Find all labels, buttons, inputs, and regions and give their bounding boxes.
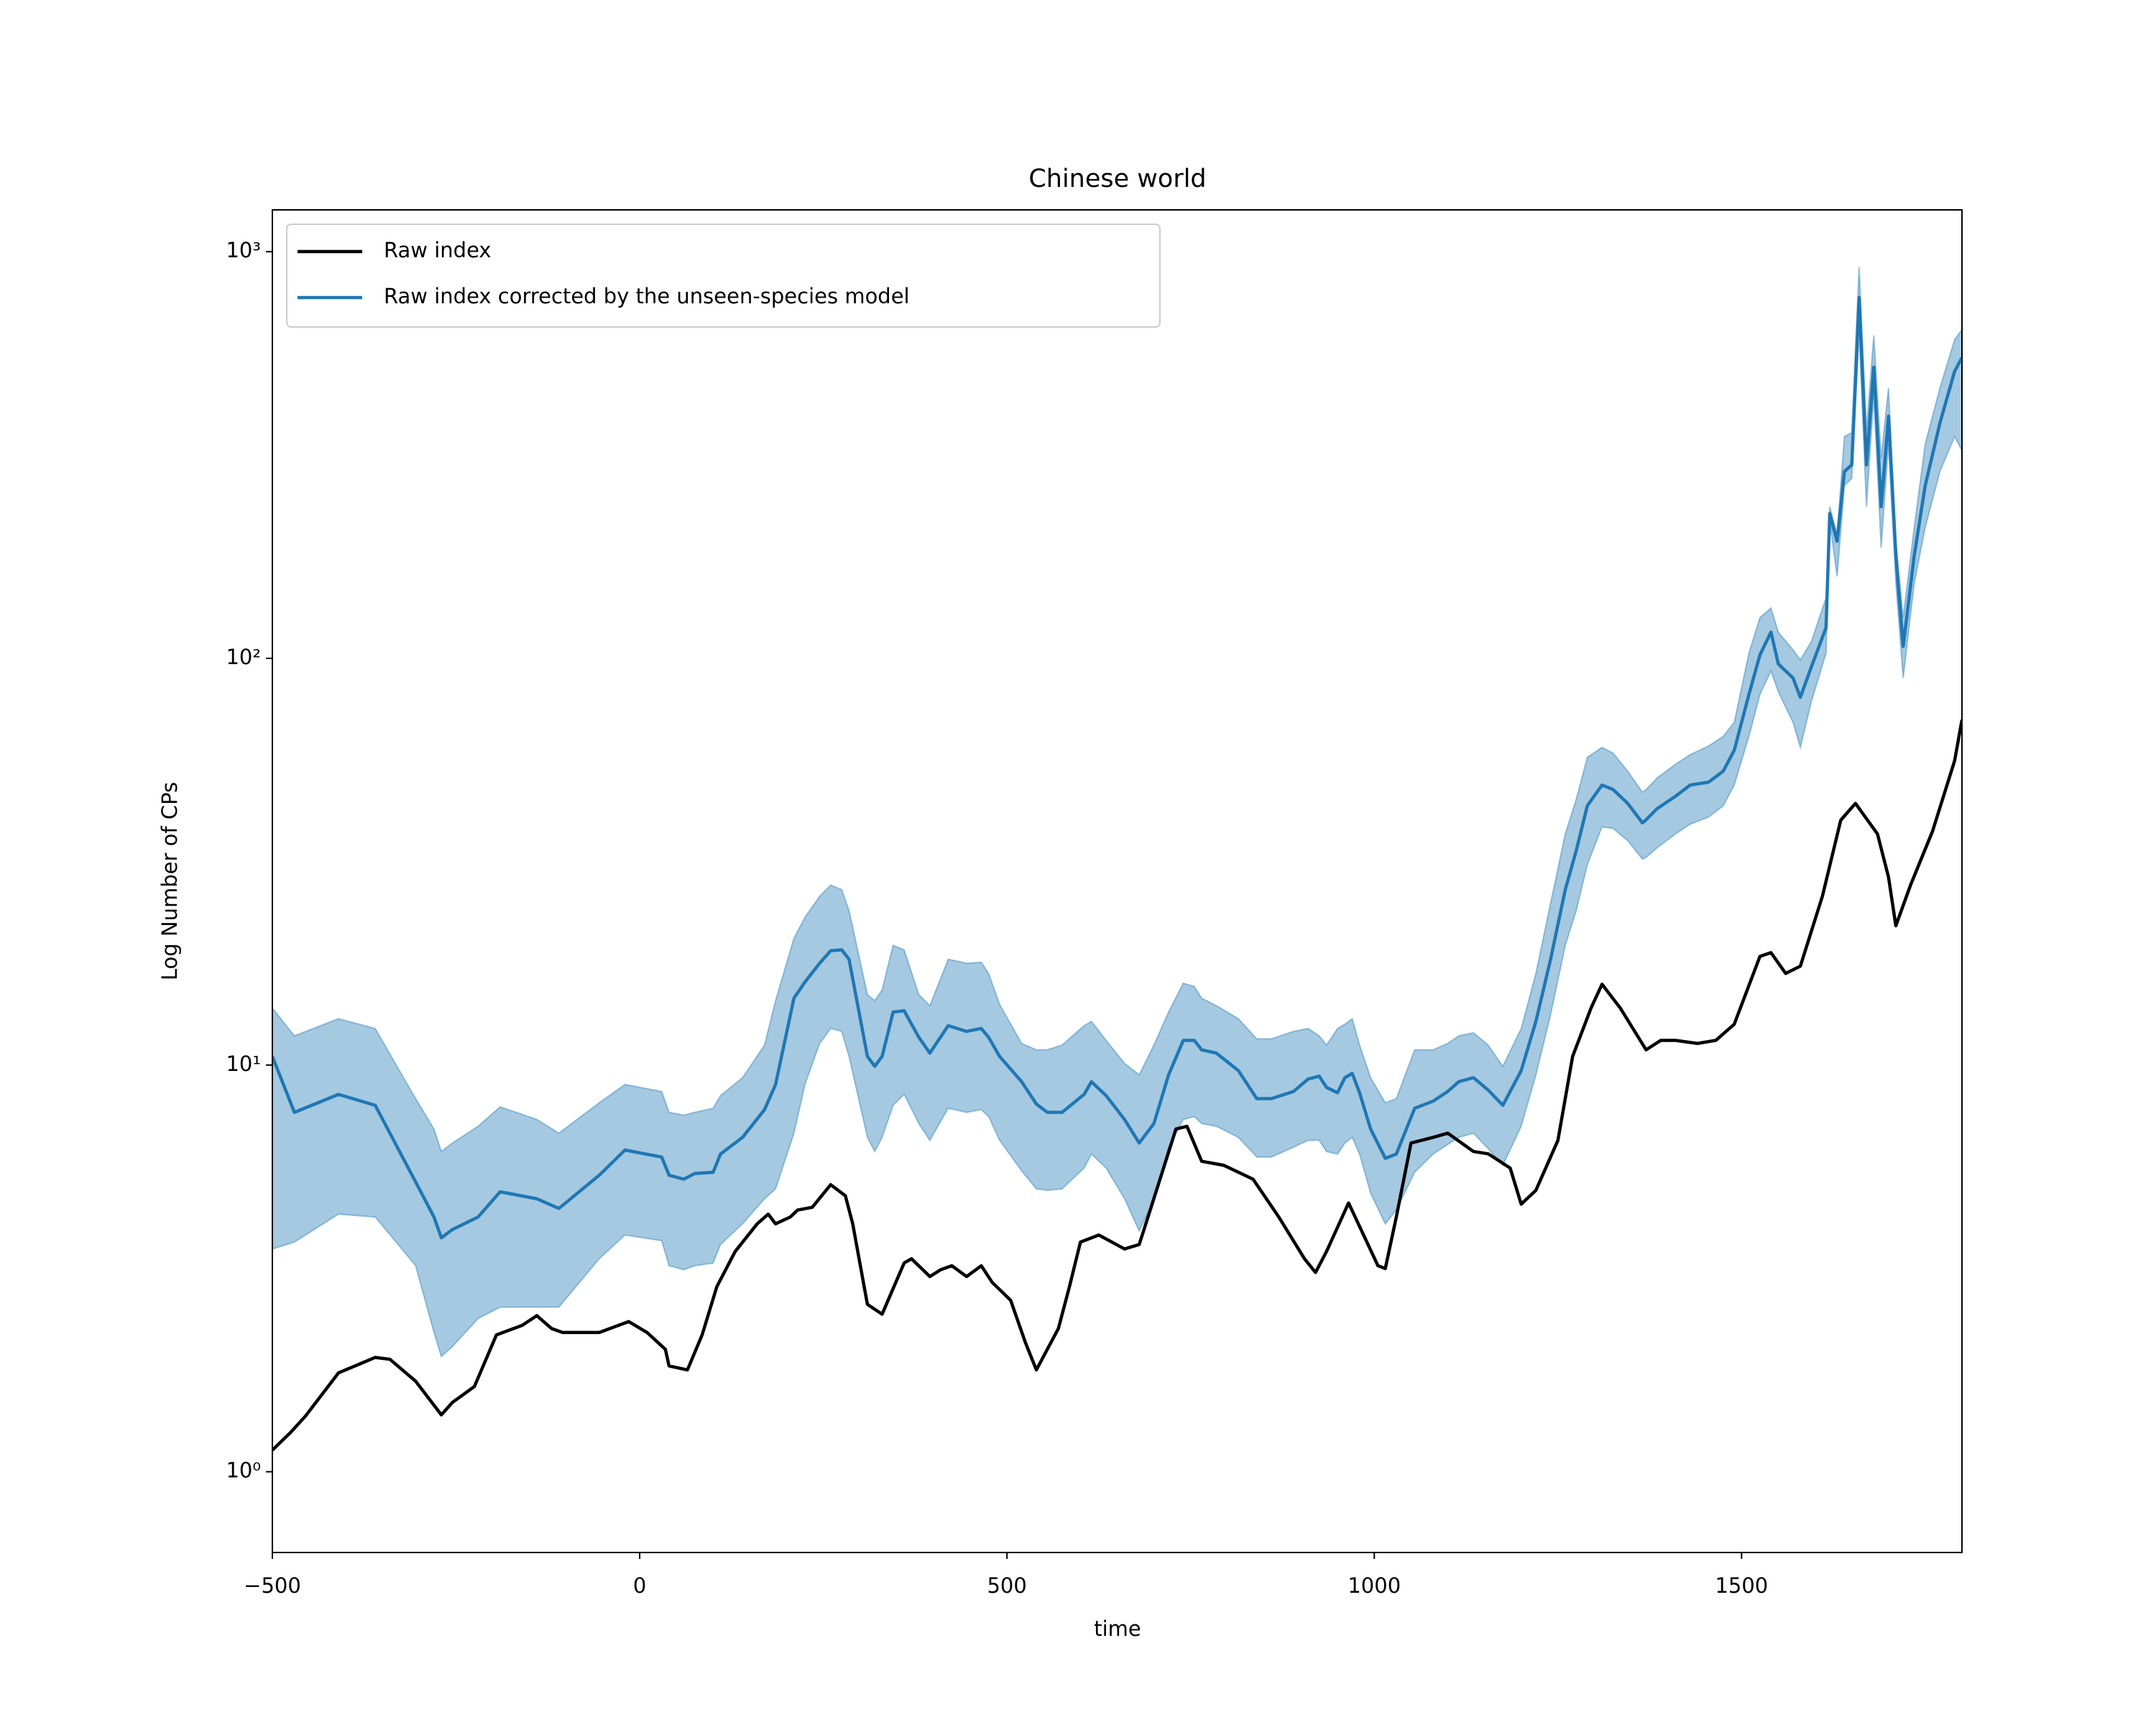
y-tick-label: 10⁰ — [226, 1458, 261, 1483]
legend-box — [286, 224, 1161, 328]
x-tick-label: 1000 — [1348, 1573, 1401, 1598]
series-line — [272, 295, 1962, 1240]
confidence-band — [272, 267, 1962, 1358]
series-line — [272, 719, 1962, 1452]
legend-label: Raw index — [384, 238, 492, 262]
chart-title: Chinese world — [1028, 165, 1206, 193]
x-tick-label: 1500 — [1715, 1573, 1768, 1598]
plot-area — [272, 267, 1962, 1452]
x-tick-label: 500 — [987, 1573, 1026, 1598]
y-tick-label: 10³ — [226, 238, 261, 262]
x-tick-label: −500 — [244, 1573, 301, 1598]
y-axis-label: Log Number of CPs — [157, 782, 182, 980]
y-tick-label: 10¹ — [226, 1052, 261, 1076]
x-tick-label: 0 — [633, 1573, 646, 1598]
legend-label: Raw index corrected by the unseen-specie… — [384, 284, 910, 308]
y-tick-label: 10² — [226, 645, 261, 669]
axes-frame — [272, 209, 1963, 1553]
x-axis-label: time — [1094, 1616, 1141, 1641]
